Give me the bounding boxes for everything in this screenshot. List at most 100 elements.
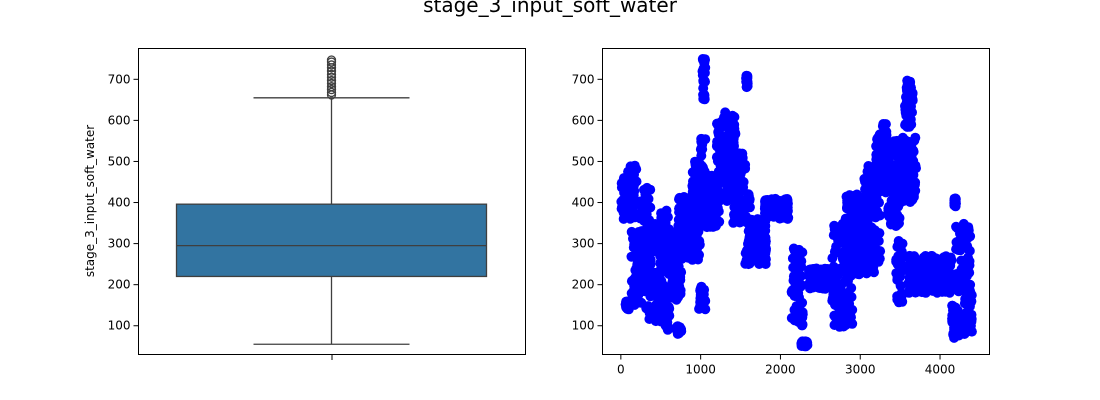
boxplot-y-axis: 100 200 300 400 500 600 700 <box>108 72 139 333</box>
scatter-point <box>886 161 896 172</box>
scatter-point <box>697 134 708 145</box>
scatter-point <box>958 218 969 229</box>
figure-title: stage_3_input_soft_water <box>423 0 678 17</box>
scatter-x-tick-label: 2000 <box>765 363 796 377</box>
scatter-point <box>883 183 894 194</box>
boxplot-y-tick-label: 500 <box>108 154 131 168</box>
scatter-point <box>964 245 975 256</box>
scatter-point <box>678 200 689 211</box>
scatter-point <box>662 293 673 304</box>
scatter-point <box>677 223 688 234</box>
scatter-point <box>735 173 746 184</box>
scatter-point <box>793 288 804 298</box>
scatter-point <box>836 313 847 324</box>
scatter-point <box>844 256 855 267</box>
scatter-point <box>955 228 965 239</box>
scatter-point <box>696 283 707 293</box>
scatter-point <box>748 249 759 260</box>
scatter-point <box>742 73 753 83</box>
outlier-point <box>326 72 337 82</box>
scatter-point <box>662 324 673 335</box>
scatter-point <box>917 286 928 297</box>
scatter-point <box>844 204 855 215</box>
scatter-point <box>899 190 910 201</box>
scatter-point <box>797 338 808 349</box>
scatter-point <box>671 292 682 303</box>
outlier-point <box>326 55 337 65</box>
scatter-point <box>953 240 964 251</box>
scatter-point <box>692 252 703 262</box>
scatter-point <box>828 261 839 272</box>
scatter-point <box>804 271 815 282</box>
scatter-point <box>904 267 915 278</box>
scatter-point <box>697 70 708 81</box>
scatter-point <box>937 265 948 276</box>
scatter-point <box>931 277 942 288</box>
scatter-point <box>791 301 802 312</box>
scatter-point <box>760 208 771 219</box>
scatter-point <box>906 149 917 160</box>
scatter-point <box>959 298 970 309</box>
scatter-point <box>796 320 807 331</box>
scatter-point <box>773 195 784 206</box>
scatter-point <box>860 253 871 264</box>
scatter-point <box>782 196 793 207</box>
scatter-point <box>733 192 744 203</box>
scatter-point <box>636 197 647 208</box>
scatter-point <box>852 269 863 279</box>
scatter-point <box>964 284 975 295</box>
scatter-point <box>840 237 851 248</box>
scatter-point <box>814 265 824 276</box>
scatter-y-tick-label: 100 <box>572 319 595 333</box>
scatter-point <box>700 190 711 201</box>
scatter-point <box>687 188 698 199</box>
outlier-point <box>326 87 337 98</box>
scatter-point <box>744 241 755 252</box>
outlier-point <box>326 75 337 86</box>
scatter-point <box>754 259 765 269</box>
boxplot-y-tick-label: 400 <box>108 196 131 210</box>
scatter-point <box>841 191 852 202</box>
scatter-point <box>859 173 870 184</box>
scatter-point <box>644 264 655 275</box>
scatter-point <box>893 236 904 246</box>
scatter-point <box>897 132 908 143</box>
scatter-point <box>629 299 640 310</box>
scatter-point <box>644 314 655 324</box>
scatter-point <box>900 120 911 130</box>
scatter-points <box>616 54 977 352</box>
scatter-point <box>775 211 786 222</box>
scatter-point <box>892 272 903 283</box>
scatter-point <box>861 234 872 245</box>
scatter-point <box>923 272 934 283</box>
scatter-point <box>871 149 882 160</box>
scatter-y-axis: 100 200 300 400 500 600 700 <box>572 72 603 333</box>
scatter-point <box>892 294 903 305</box>
scatter-y-tick-label: 600 <box>572 113 595 127</box>
scatter-point <box>868 229 879 240</box>
boxplot-y-tick-label: 200 <box>108 278 131 292</box>
scatter-point <box>642 253 652 264</box>
scatter-point <box>829 220 840 231</box>
scatter-point <box>960 311 971 322</box>
scatter-point <box>964 323 975 334</box>
scatter-point <box>883 203 894 214</box>
scatter-point <box>756 227 767 238</box>
scatter-point <box>628 180 639 191</box>
scatter-point <box>668 278 679 289</box>
scatter-point <box>683 231 694 242</box>
scatter-point <box>661 236 672 247</box>
scatter-point <box>953 286 964 297</box>
scatter-point <box>740 163 751 174</box>
scatter-point <box>626 163 637 174</box>
scatter-point <box>716 189 727 200</box>
scatter-point <box>950 197 960 208</box>
scatter-point <box>860 267 871 277</box>
scatter-point <box>757 245 768 255</box>
scatter-point <box>910 274 921 285</box>
scatter-y-tick-label: 200 <box>572 278 595 292</box>
scatter-point <box>886 219 897 230</box>
scatter-point <box>885 211 896 222</box>
scatter-point <box>760 201 771 212</box>
